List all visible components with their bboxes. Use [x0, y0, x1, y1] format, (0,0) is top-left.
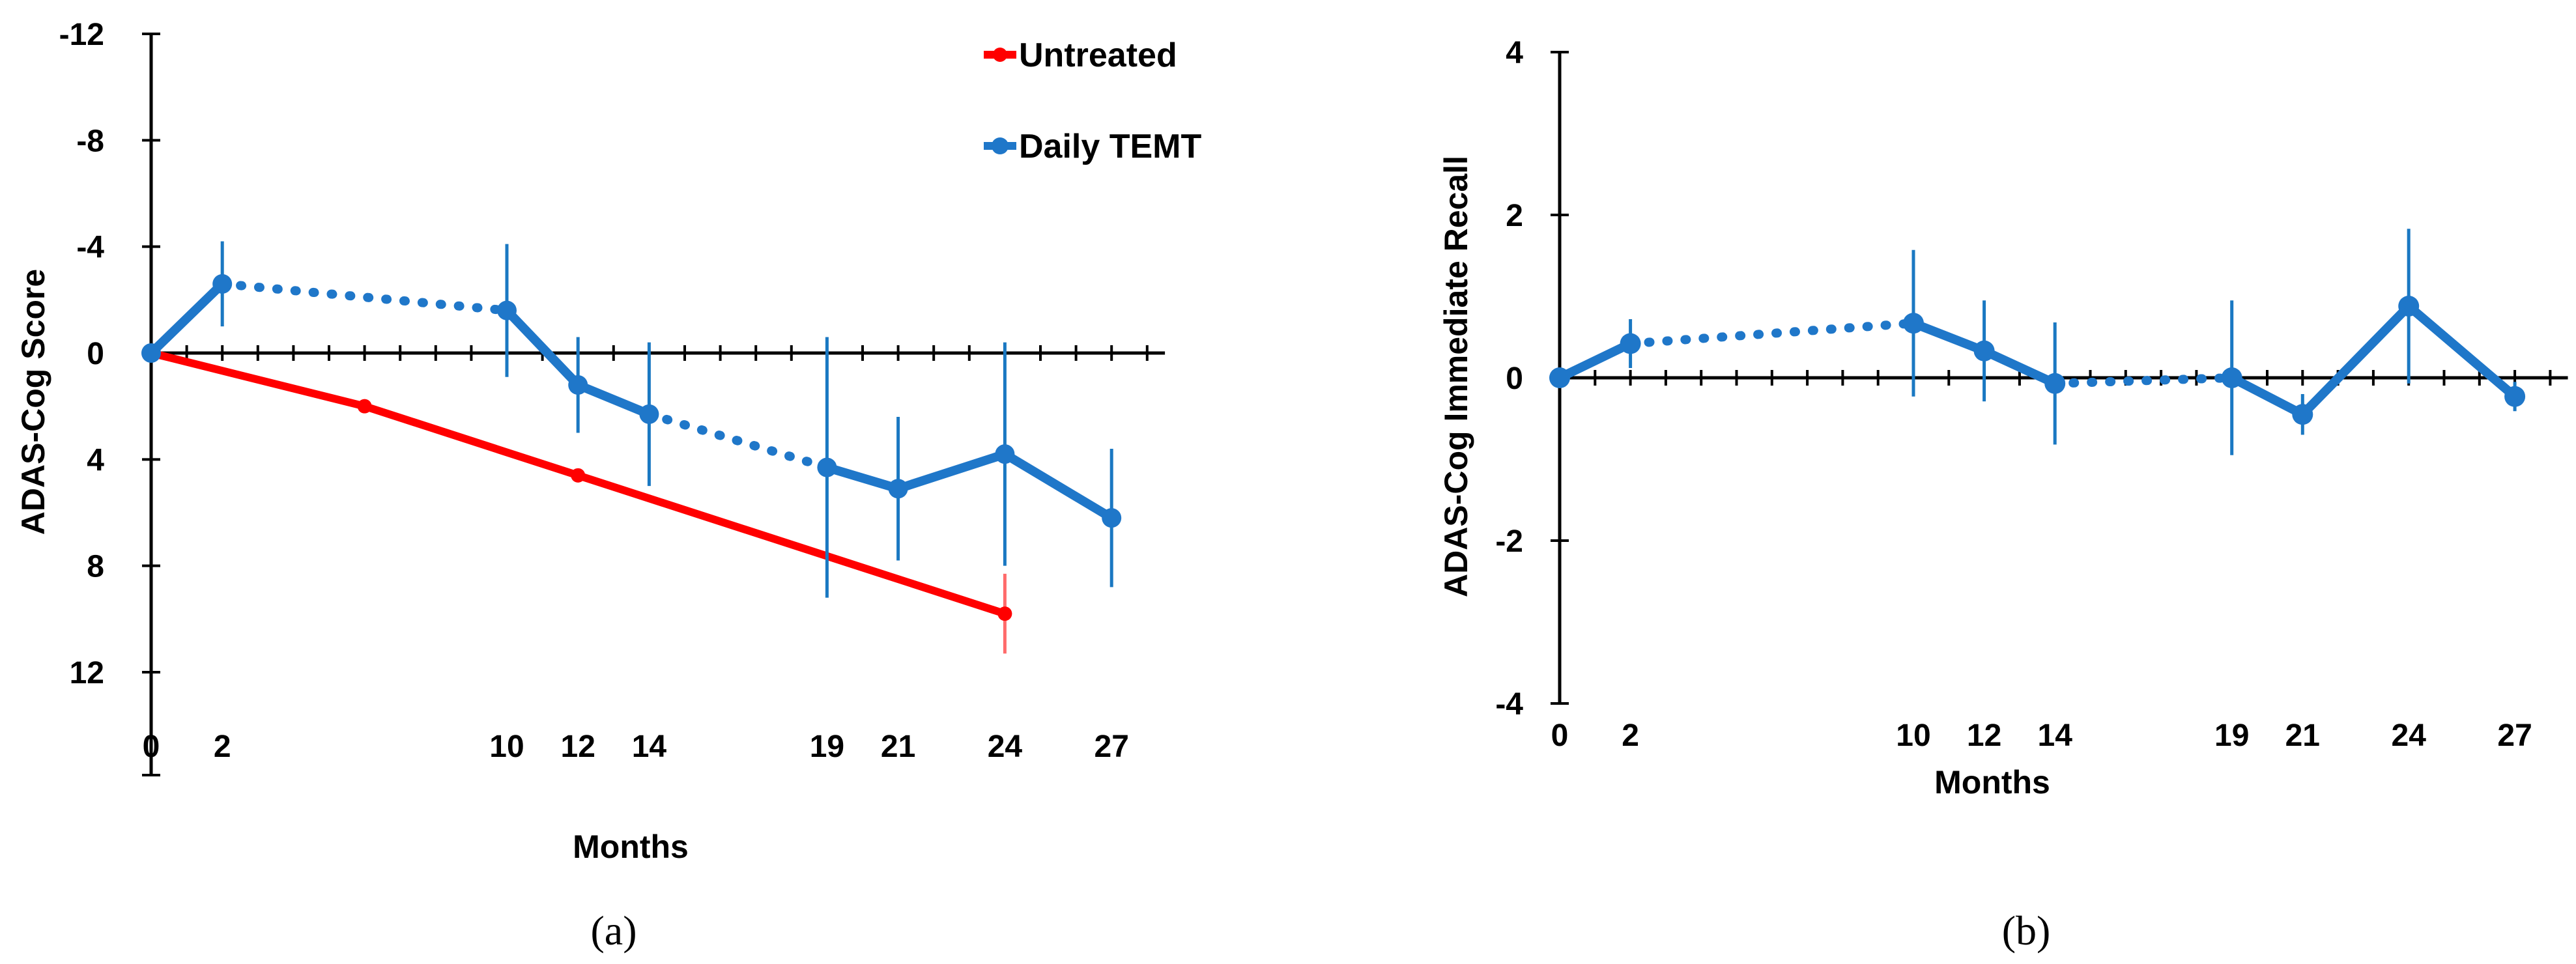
legend-marker-untreated	[993, 48, 1007, 62]
series-segment	[2404, 302, 2520, 401]
x-tick-label: 27	[2497, 718, 2532, 753]
panel-b-y-axis-title: ADAS-Cog Immediate Recall	[1438, 156, 1474, 597]
series-segment	[893, 449, 1010, 494]
x-tick-label: 2	[1622, 718, 1639, 753]
series-segment	[822, 462, 903, 494]
panel-a-legend: Untreated Daily TEMT	[984, 36, 1201, 165]
panel-b-y-tick-labels: -4 -2 0 2 4	[1495, 36, 1523, 722]
data-point	[1620, 333, 1641, 354]
legend-item-untreated: Untreated	[984, 36, 1177, 74]
panel-b-caption: (b)	[2002, 907, 2051, 954]
series-segment	[1979, 346, 2060, 388]
data-point	[995, 444, 1015, 464]
panel-b-series	[1549, 229, 2526, 455]
legend-marker-daily-temt	[992, 137, 1009, 154]
panel-a-y-tick-labels: 12 8 4 0 -4 -8 -12	[59, 18, 105, 690]
series-segment-dashed	[2050, 373, 2237, 388]
legend-label-daily-temt: Daily TEMT	[1019, 128, 1201, 165]
data-point	[2398, 296, 2420, 317]
data-point	[997, 606, 1012, 621]
data-point	[639, 404, 659, 424]
series-temt	[1549, 229, 2526, 455]
x-tick-label: 27	[1095, 730, 1129, 764]
series-segment	[1909, 319, 1989, 356]
x-tick-label: 19	[2214, 718, 2249, 753]
y-tick-label: 12	[70, 656, 104, 690]
panel-a-chart: 12 8 4 0 -4 -8 -12 0 2 10 12 14 19 21 24 27 ADAS-Cog S…	[15, 18, 1201, 954]
x-tick-label: 21	[2285, 718, 2320, 753]
data-point	[141, 343, 161, 363]
x-tick-label: 10	[489, 730, 524, 764]
x-tick-label: 12	[561, 730, 595, 764]
y-tick-label: -8	[76, 124, 104, 158]
data-point	[817, 457, 837, 477]
y-tick-label: 2	[1506, 199, 1523, 233]
data-point	[2221, 367, 2242, 388]
series-segment	[147, 349, 369, 410]
data-point	[1973, 340, 1995, 362]
panel-a-series	[141, 241, 1122, 654]
legend-item-daily-temt: Daily TEMT	[984, 128, 1201, 165]
data-point	[2292, 404, 2313, 425]
series-segment	[2298, 302, 2414, 419]
series-segment-dashed	[218, 279, 511, 315]
data-point	[2504, 386, 2526, 407]
y-tick-label: 0	[87, 337, 104, 371]
x-tick-label: 24	[988, 730, 1023, 764]
data-point	[357, 399, 372, 414]
y-tick-label: -4	[1495, 687, 1523, 722]
x-tick-label: 24	[2392, 718, 2427, 753]
series-segment	[574, 471, 1009, 618]
data-point	[2044, 373, 2066, 394]
legend-label-untreated: Untreated	[1019, 36, 1177, 74]
panel-a-caption: (a)	[590, 907, 637, 954]
y-tick-label: -4	[76, 231, 104, 265]
x-tick-label: 14	[2038, 718, 2073, 753]
series-segment	[147, 279, 227, 358]
panel-a-x-tick-labels: 0 2 10 12 14 19 21 24 27	[143, 730, 1129, 764]
series-segment-dashed	[1625, 319, 1918, 348]
x-tick-label: 12	[1967, 718, 2001, 753]
y-tick-label: -2	[1495, 524, 1523, 559]
data-point	[1102, 508, 1122, 528]
series-segment	[573, 380, 654, 419]
y-tick-label: 8	[87, 550, 104, 584]
y-tick-label: -12	[59, 18, 104, 52]
series-segment	[1555, 339, 1635, 382]
series-untreated	[144, 346, 1012, 654]
y-tick-label: 4	[87, 443, 104, 477]
x-tick-label: 21	[881, 730, 915, 764]
x-tick-label: 10	[1896, 718, 1930, 753]
x-tick-label: 19	[810, 730, 844, 764]
series-segment	[360, 402, 582, 479]
series-segment-dashed	[644, 409, 832, 472]
panel-a-x-axis-title: Months	[573, 829, 689, 865]
data-point	[1903, 313, 1924, 334]
x-tick-label: 0	[143, 730, 160, 764]
data-point	[568, 375, 588, 395]
panel-a-y-axis-title: ADAS-Cog Score	[15, 269, 51, 535]
y-tick-label: 4	[1506, 36, 1523, 70]
series-temt	[141, 241, 1122, 598]
x-tick-label: 2	[214, 730, 231, 764]
data-point	[888, 479, 908, 499]
data-point	[497, 300, 517, 320]
series-segment	[2227, 373, 2308, 419]
y-tick-label: 0	[1506, 362, 1523, 396]
series-segment	[502, 305, 583, 390]
panel-b-x-tick-labels: 0 2 10 12 14 19 21 24 27	[1551, 718, 2532, 753]
data-point	[212, 274, 233, 294]
series-segment	[1000, 449, 1117, 523]
data-point	[571, 468, 586, 483]
panel-b-x-axis-title: Months	[1934, 764, 2050, 801]
x-tick-label: 14	[632, 730, 667, 764]
data-point	[1549, 367, 1570, 388]
x-tick-label: 0	[1551, 718, 1569, 753]
